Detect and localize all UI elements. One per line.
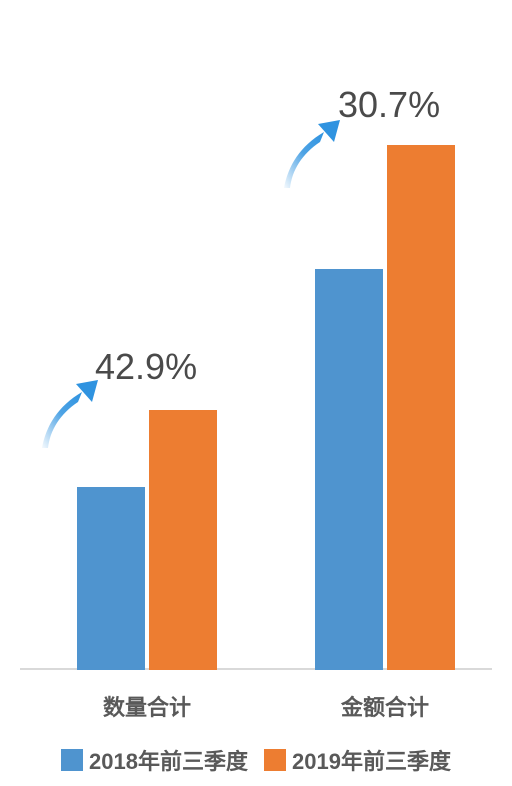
legend-item-2018: 2018年前三季度: [61, 744, 248, 776]
category-label-qty: 数量合计: [77, 690, 217, 722]
plot-area: [20, 80, 492, 670]
legend-swatch-2018: [61, 749, 83, 771]
legend-swatch-2019: [264, 749, 286, 771]
legend-label-2019: 2019年前三季度: [292, 744, 451, 776]
growth-label-qty: 42.9%: [95, 346, 197, 388]
bar-qty-s2018: [77, 487, 145, 670]
legend: 2018年前三季度 2019年前三季度: [0, 744, 512, 776]
legend-item-2019: 2019年前三季度: [264, 744, 451, 776]
growth-arrow-icon: [38, 378, 102, 452]
growth-arrow-icon: [280, 118, 344, 192]
bar-qty-s2019: [149, 410, 217, 670]
bar-chart: 数量合计 金额合计 42.9% 30.7% 2018年前三季度 2019年前三季…: [0, 0, 512, 786]
category-label-amt: 金额合计: [315, 690, 455, 722]
bar-amt-s2018: [315, 269, 383, 670]
legend-label-2018: 2018年前三季度: [89, 744, 248, 776]
bar-amt-s2019: [387, 145, 455, 670]
growth-label-amt: 30.7%: [338, 84, 440, 126]
